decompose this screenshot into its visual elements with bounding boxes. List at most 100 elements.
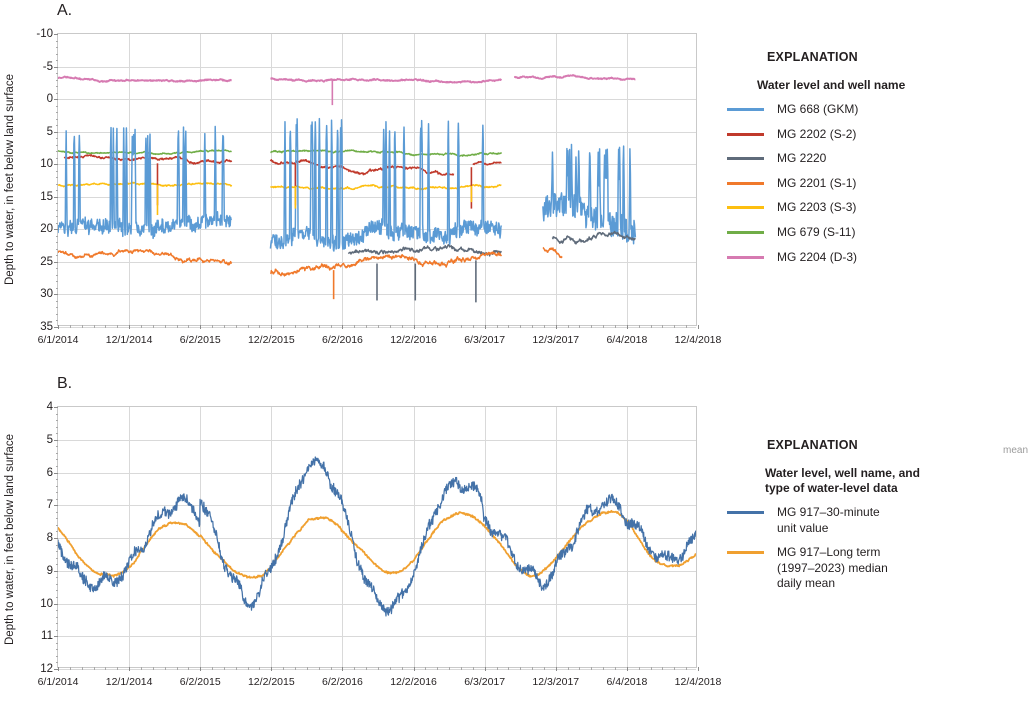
x-minor-tick (389, 325, 391, 328)
y-minor-tick (55, 642, 58, 644)
y-minor-tick (55, 426, 58, 428)
x-minor-tick (496, 325, 498, 328)
panel-a-legend-subtitle: Water level and well name (757, 78, 906, 92)
y-minor-tick (55, 492, 58, 494)
x-minor-tick (591, 325, 593, 328)
y-minor-tick (55, 596, 58, 598)
series-line-mg-2201-s-1- (58, 248, 233, 266)
panel-b-y-tick-label: 5 (46, 433, 53, 446)
y-minor-tick (55, 551, 58, 553)
vertical-gridline (555, 407, 557, 667)
x-tick-mark (129, 667, 131, 671)
x-minor-tick (93, 325, 95, 328)
x-minor-tick (567, 325, 569, 328)
x-minor-tick (140, 325, 142, 328)
legend-line-swatch (727, 551, 764, 555)
x-minor-tick (520, 325, 522, 328)
y-tick-mark (54, 66, 58, 68)
x-minor-tick (650, 325, 652, 328)
x-minor-tick (496, 667, 498, 670)
y-tick-mark (54, 505, 58, 507)
x-minor-tick (472, 667, 474, 670)
panel-b-y-tick-label: 9 (46, 564, 53, 577)
y-minor-tick (55, 320, 58, 322)
vertical-gridline (200, 407, 202, 667)
x-minor-tick (306, 325, 308, 328)
y-minor-tick (55, 242, 58, 244)
panel-a-y-tick-label: -5 (42, 60, 53, 73)
panel-b-letter: B. (57, 375, 73, 392)
legend-line-swatch (727, 230, 764, 234)
x-minor-tick (615, 667, 617, 670)
panel-a-legend-item-0: MG 668 (GKM) (727, 102, 1017, 118)
x-minor-tick (247, 325, 249, 328)
legend-line-swatch (727, 206, 764, 210)
panel-b-legend-subtitle: Water level, well name, and type of wate… (765, 466, 920, 495)
x-minor-tick (188, 667, 190, 670)
panel-b: B. Depth to water, in feet below land su… (0, 370, 1029, 721)
y-minor-tick (55, 112, 58, 114)
legend-line-swatch (727, 108, 764, 111)
x-minor-tick (69, 325, 71, 328)
panel-b-y-tick-label: 8 (46, 532, 53, 544)
vertical-gridline (271, 407, 273, 667)
x-minor-tick (306, 667, 308, 670)
panel-a-legend-item-4: MG 2203 (S-3) (727, 200, 1017, 216)
x-minor-tick (449, 325, 451, 328)
vertical-gridline (484, 34, 486, 325)
x-tick-mark (58, 667, 59, 671)
series-line-mg917-30-minute-unit-value (58, 456, 696, 617)
x-tick-mark (626, 325, 628, 329)
horizontal-gridline (58, 570, 696, 572)
x-tick-mark (555, 667, 557, 671)
horizontal-gridline (58, 505, 696, 507)
x-minor-tick (235, 667, 237, 670)
data-series-layer (58, 407, 696, 667)
y-tick-mark (54, 229, 58, 231)
x-minor-tick (638, 325, 640, 328)
panel-b-plot-area: 4 5 6 7 8 9 10 11 12 6/1/2014 12/1/2014 6/2/2015 12/… (38, 401, 722, 688)
series-line-mg-668-gkm- (542, 143, 637, 245)
horizontal-gridline (58, 669, 696, 670)
x-minor-tick (176, 667, 178, 670)
panel-a-y-tick-label: 35 (40, 321, 53, 333)
x-tick-mark (698, 325, 699, 329)
x-minor-tick (283, 325, 285, 328)
horizontal-gridline (58, 538, 696, 539)
x-minor-tick (330, 667, 332, 670)
panel-a-letter: A. (57, 2, 73, 19)
x-minor-tick (662, 667, 664, 670)
x-tick-mark (626, 667, 628, 671)
x-minor-tick (460, 325, 462, 328)
horizontal-gridline (58, 603, 696, 605)
panel-b-y-tick-label: 12 (40, 663, 53, 675)
series-line-mg-2204-d-3- (58, 75, 233, 83)
x-minor-tick (140, 667, 142, 670)
x-minor-tick (508, 667, 510, 670)
legend-item-label: MG 2220 (777, 151, 827, 166)
legend-item-label: MG 2204 (D-3) (777, 249, 858, 264)
y-minor-tick (55, 577, 58, 579)
y-minor-tick (55, 287, 58, 289)
panel-a-x-tick-label: 6/2/2016 (322, 334, 363, 346)
y-minor-tick (55, 433, 58, 435)
y-tick-mark (54, 603, 58, 605)
vertical-gridline (555, 34, 557, 325)
y-minor-tick (55, 544, 58, 546)
x-minor-tick (188, 325, 190, 328)
x-minor-tick (69, 667, 71, 670)
x-minor-tick (472, 325, 474, 328)
x-minor-tick (603, 667, 605, 670)
x-tick-mark (200, 667, 202, 671)
x-tick-mark (129, 325, 131, 329)
panel-b-legend-item-0: MG 917–30-minute unit value (727, 505, 1017, 536)
x-minor-tick (330, 325, 332, 328)
x-tick-mark (484, 667, 486, 671)
panel-a-x-tick-label: 6/4/2018 (606, 334, 648, 346)
horizontal-gridline (58, 472, 696, 474)
vertical-gridline (626, 407, 628, 667)
legend-item-label: MG 668 (GKM) (777, 102, 859, 116)
y-minor-tick (55, 209, 58, 211)
y-minor-tick (55, 105, 58, 107)
x-minor-tick (425, 667, 427, 670)
